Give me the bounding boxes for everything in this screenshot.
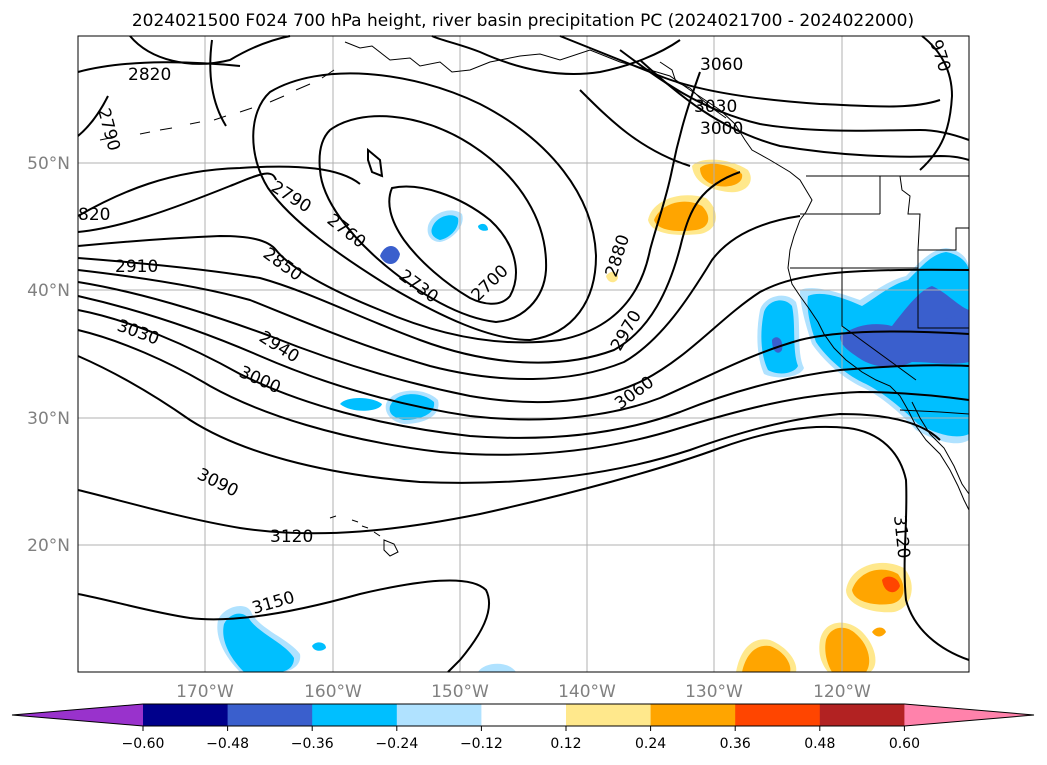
contour-label: 2910: [115, 257, 158, 277]
figure-title: 2024021500 F024 700 hPa height, river ba…: [132, 11, 914, 31]
height-contours: [77, 35, 970, 673]
lon-label-140w: 140°W: [558, 682, 616, 702]
colorbar-tick-label: −0.24: [375, 736, 418, 752]
lon-label-150w: 150°W: [431, 682, 489, 702]
colorbar-tick-label: 0.36: [720, 736, 751, 752]
contour-label: 3120: [270, 527, 313, 547]
colorbar-segment: [143, 704, 229, 726]
colorbar: −0.60 −0.48 −0.36 −0.24 −0.12 0.12 0.24 0.36 0.4…: [11, 703, 1035, 752]
longitude-labels: 170°W 160°W 150°W 140°W 130°W 120°W: [176, 682, 871, 702]
lon-label-160w: 160°W: [304, 682, 362, 702]
lon-label-130w: 130°W: [685, 682, 743, 702]
colorbar-segment: [819, 704, 905, 726]
colorbar-segment: [312, 704, 398, 726]
latitude-labels: 50°N 40°N 30°N 20°N: [27, 154, 70, 556]
colorbar-segment: [650, 704, 736, 726]
colorbar-segment: [735, 704, 821, 726]
colorbar-segment: [566, 704, 652, 726]
lat-label-20n: 20°N: [27, 536, 70, 556]
colorbar-segment: [227, 704, 313, 726]
lon-label-170w: 170°W: [176, 682, 234, 702]
colorbar-tick-label: −0.12: [460, 736, 503, 752]
colorbar-tick-label: −0.48: [206, 736, 249, 752]
colorbar-extend-max: [904, 704, 1034, 726]
contour-label: 3060: [700, 55, 743, 75]
colorbar-segment: [481, 704, 567, 726]
colorbar-tick-label: 0.12: [550, 736, 581, 752]
contour-label: 820: [78, 205, 110, 225]
contour-label: 3000: [700, 119, 743, 139]
colorbar-tick-label: 0.24: [635, 736, 666, 752]
colorbar-tick-label: −0.36: [291, 736, 334, 752]
lat-label-50n: 50°N: [27, 154, 70, 174]
colorbar-tick-label: 0.48: [804, 736, 835, 752]
lat-label-40n: 40°N: [27, 281, 70, 301]
colorbar-tick-label: −0.60: [122, 736, 165, 752]
lon-label-120w: 120°W: [813, 682, 871, 702]
colorbar-segment: [396, 704, 482, 726]
colorbar-extend-min: [12, 704, 143, 726]
contour-label: 3030: [694, 97, 737, 117]
contour-label: 2820: [128, 65, 171, 85]
colorbar-tick-label: 0.60: [889, 736, 920, 752]
lat-label-30n: 30°N: [27, 409, 70, 429]
map-frame: [77, 35, 970, 673]
graticule: [78, 36, 969, 672]
contour-label: 3120: [889, 514, 913, 559]
